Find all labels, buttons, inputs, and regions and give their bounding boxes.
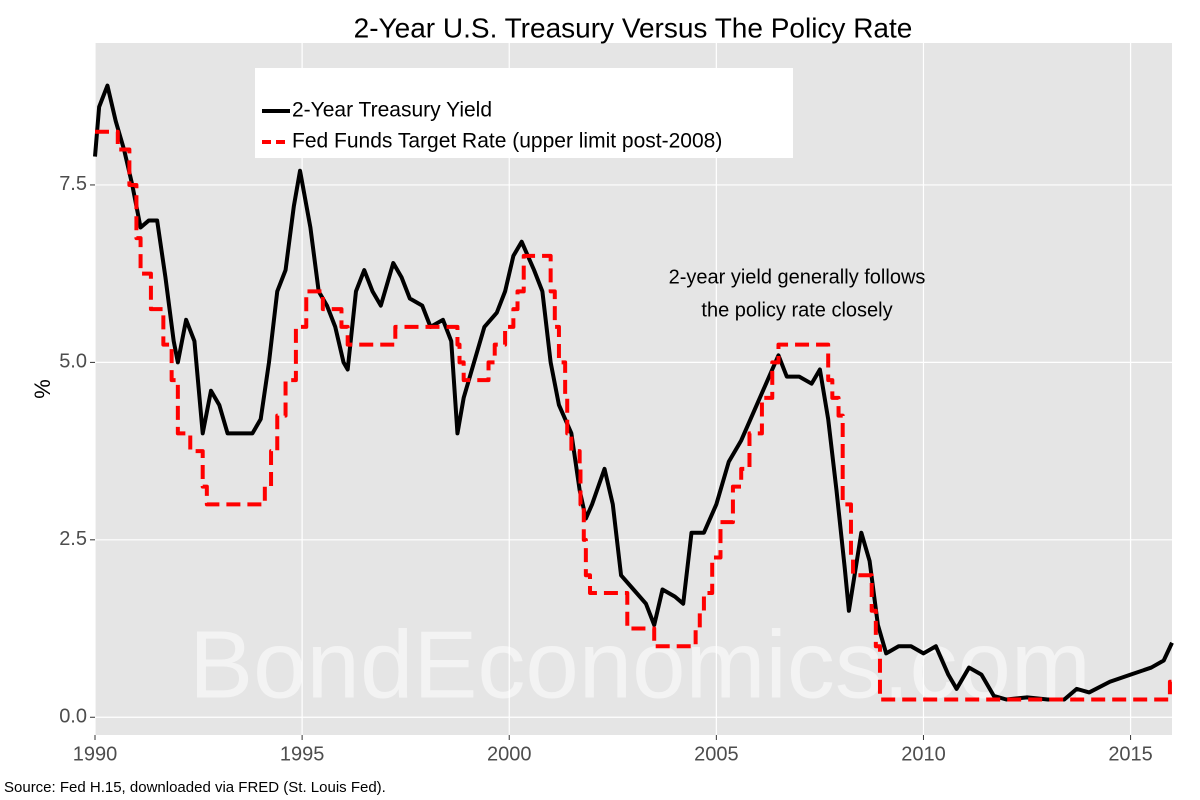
x-tick-label: 2015 [1108, 743, 1153, 765]
chart-title: 2-Year U.S. Treasury Versus The Policy R… [354, 12, 913, 43]
data-line [93, 83, 1174, 702]
annotation: the policy rate closely [701, 299, 892, 321]
y-tick-label: 5.0 [59, 351, 87, 373]
legend-label: 2-Year Treasury Yield [292, 99, 492, 122]
y-tick-label: 0.0 [59, 706, 87, 728]
x-tick-label: 2010 [901, 743, 946, 765]
legend-box [255, 68, 793, 158]
x-tick-label: 2000 [487, 743, 532, 765]
y-tick-label: 2.5 [59, 528, 87, 550]
annotation: 2-year yield generally follows [669, 266, 926, 288]
x-tick-label: 1990 [73, 743, 118, 765]
x-tick-label: 1995 [280, 743, 325, 765]
y-tick-label: 7.5 [59, 173, 87, 195]
legend-label: Fed Funds Target Rate (upper limit post-… [292, 130, 722, 153]
y-axis-label: % [30, 379, 55, 399]
x-tick-label: 2005 [694, 743, 739, 765]
data-line [95, 129, 1172, 702]
plot-background [95, 43, 1172, 735]
source-note: Source: Fed H.15, downloaded via FRED (S… [4, 779, 386, 796]
